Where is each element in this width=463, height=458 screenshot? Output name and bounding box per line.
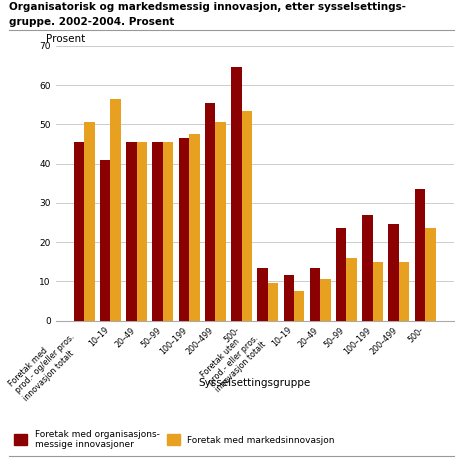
Bar	[137, 142, 147, 321]
Bar	[283, 275, 294, 321]
Bar	[84, 122, 94, 321]
Bar	[346, 258, 357, 321]
Bar	[242, 110, 252, 321]
Bar	[388, 224, 399, 321]
Bar	[110, 99, 121, 321]
Bar	[310, 267, 320, 321]
Bar	[205, 103, 215, 321]
Bar	[294, 291, 305, 321]
Bar	[126, 142, 137, 321]
Text: gruppe. 2002-2004. Prosent: gruppe. 2002-2004. Prosent	[9, 17, 175, 27]
Bar	[74, 142, 84, 321]
Text: Sysselsettingsgruppe: Sysselsettingsgruppe	[199, 378, 311, 388]
Bar	[320, 279, 331, 321]
Bar	[399, 262, 409, 321]
Legend: Foretak med organisasjons-
messige innovasjoner, Foretak med markedsinnovasjon: Foretak med organisasjons- messige innov…	[14, 430, 335, 449]
Bar	[163, 142, 173, 321]
Bar	[415, 189, 425, 321]
Bar	[231, 67, 242, 321]
Text: Prosent: Prosent	[46, 34, 86, 44]
Bar	[152, 142, 163, 321]
Bar	[425, 229, 436, 321]
Bar	[362, 215, 373, 321]
Bar	[257, 267, 268, 321]
Bar	[336, 229, 346, 321]
Bar	[179, 138, 189, 321]
Bar	[189, 134, 200, 321]
Bar	[268, 284, 278, 321]
Bar	[373, 262, 383, 321]
Bar	[100, 160, 110, 321]
Bar	[215, 122, 226, 321]
Text: Organisatorisk og markedsmessig innovasjon, etter sysselsettings-: Organisatorisk og markedsmessig innovasj…	[9, 2, 406, 12]
